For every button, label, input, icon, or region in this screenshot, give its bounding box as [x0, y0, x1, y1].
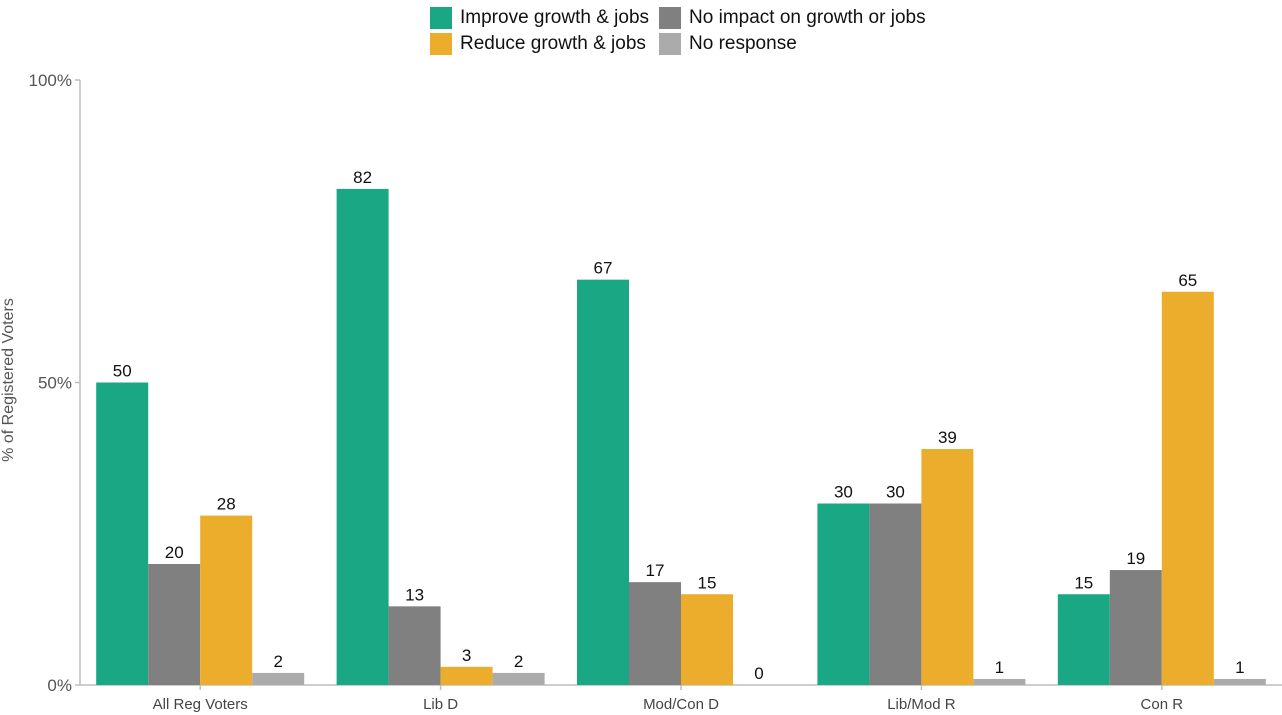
bar	[1213, 678, 1266, 685]
x-tick-label: Lib/Mod R	[887, 696, 956, 713]
bar-value-label: 15	[1074, 573, 1093, 592]
bar-value-label: 0	[754, 664, 763, 683]
bar-value-label: 30	[834, 483, 853, 502]
legend-item-no-response: No response	[659, 32, 926, 56]
legend-swatch-no-response	[659, 33, 682, 55]
legend-swatch-improve	[430, 7, 452, 29]
bar	[1161, 291, 1214, 685]
bar	[973, 678, 1026, 685]
bar	[629, 582, 681, 685]
legend-label-improve: Improve growth & jobs	[460, 7, 650, 28]
bar-value-label: 30	[886, 483, 905, 502]
bar-value-label: 19	[1126, 549, 1145, 568]
bar	[869, 503, 922, 685]
bar-value-label: 1	[995, 658, 1004, 677]
bar-value-label: 39	[938, 428, 957, 447]
bar-value-label: 2	[273, 652, 282, 671]
x-tick-label: Con R	[1141, 696, 1184, 713]
bar	[440, 666, 493, 685]
y-tick-label: 50%	[38, 374, 72, 393]
bar-value-label: 50	[113, 362, 132, 381]
bar	[1109, 570, 1162, 685]
x-tick-label: All Reg Voters	[153, 696, 248, 713]
bar-value-label: 20	[165, 543, 184, 562]
bar-value-label: 67	[594, 259, 613, 278]
y-tick-label: 100%	[29, 71, 72, 90]
x-tick-label: Lib D	[423, 696, 458, 713]
bar	[252, 672, 305, 685]
bar-value-label: 82	[353, 168, 372, 187]
bar	[200, 515, 253, 685]
legend-item-improve: Improve growth & jobs	[430, 6, 649, 30]
bar	[388, 606, 441, 685]
y-tick-label: 0%	[47, 676, 72, 695]
legend-label-no-impact: No impact on growth or jobs	[689, 7, 926, 28]
legend-item-reduce: Reduce growth & jobs	[430, 32, 649, 56]
bar	[577, 279, 629, 685]
bar	[1057, 594, 1110, 685]
legend-label-reduce: Reduce growth & jobs	[460, 33, 646, 54]
bar-value-label: 17	[646, 561, 665, 580]
bar-value-label: 1	[1235, 658, 1244, 677]
legend-item-no-impact: No impact on growth or jobs	[659, 6, 926, 30]
bar	[96, 382, 149, 685]
bar	[817, 503, 870, 685]
x-tick-label: Mod/Con D	[643, 696, 719, 713]
bar-value-label: 15	[698, 573, 717, 592]
bar-value-label: 3	[462, 646, 471, 665]
bar	[336, 188, 389, 685]
bar-value-label: 2	[514, 652, 523, 671]
legend-swatch-reduce	[430, 33, 452, 55]
legend-swatch-no-impact	[659, 7, 682, 29]
bar-value-label: 65	[1178, 271, 1197, 290]
legend-label-no-response: No response	[689, 33, 797, 54]
legend: Improve growth & jobs No impact on growt…	[430, 6, 926, 56]
bar	[492, 672, 545, 685]
bar	[921, 449, 974, 685]
bar	[148, 564, 201, 685]
bar	[681, 594, 733, 685]
bar-value-label: 13	[405, 585, 424, 604]
bar-value-label: 28	[217, 495, 236, 514]
